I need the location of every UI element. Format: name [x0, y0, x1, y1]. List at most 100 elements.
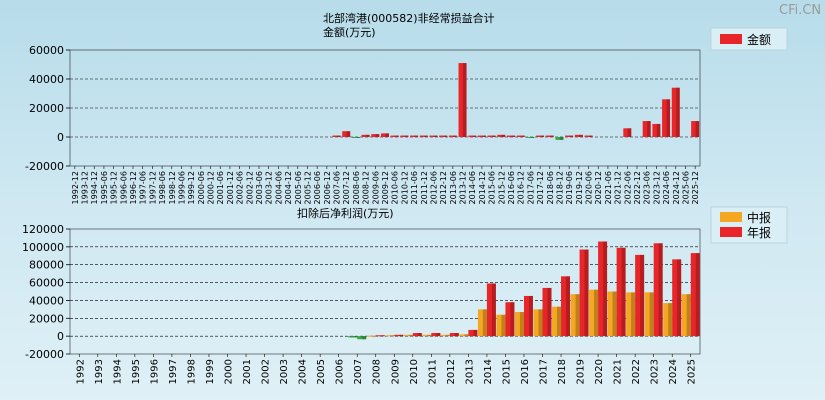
bar-金额-2017-06	[526, 137, 535, 138]
bar-中报-2018	[552, 306, 562, 337]
x-tick-label: 2001	[242, 359, 253, 384]
x-tick-label: 2023-12	[652, 171, 661, 204]
bar-shade	[443, 135, 448, 137]
bar-金额-2007-06	[332, 135, 341, 137]
bar-shade	[399, 334, 404, 337]
bar-年报-2018	[561, 276, 571, 337]
bar-中报-2016	[514, 312, 524, 337]
bar-金额-2015-12	[497, 134, 506, 137]
x-tick-label: 2002-06	[236, 171, 245, 204]
chart1-bars	[332, 63, 700, 140]
bar-金额-2016-06	[507, 135, 515, 137]
bar-金额-2018-06	[545, 135, 554, 137]
x-tick-label: 2000-12	[207, 171, 216, 204]
x-tick-label: 2019-12	[575, 171, 584, 204]
bar-金额-2022-06	[623, 128, 632, 137]
bar-shade	[658, 243, 663, 337]
bar-shade	[353, 336, 358, 338]
x-tick-label: 2003	[279, 359, 290, 384]
bar-金额-2010-12	[400, 135, 409, 137]
bar-shade	[538, 309, 543, 337]
x-tick-label: 2008-12	[362, 171, 371, 204]
y-tick-label: 20000	[29, 102, 64, 115]
x-tick-label: 2015	[501, 359, 512, 384]
bar-shade	[579, 134, 583, 137]
x-tick-label: 1998	[186, 359, 197, 384]
x-tick-label: 1992-12	[71, 171, 80, 204]
bar-shade	[603, 241, 608, 337]
bar-金额-2013-12	[458, 63, 467, 137]
bar-中报-2022	[626, 292, 636, 337]
x-tick-label: 2016-12	[517, 171, 526, 204]
x-tick-label: 2017-06	[526, 171, 535, 204]
bar-金额-2025-12	[691, 121, 700, 137]
x-tick-label: 2021-06	[604, 171, 613, 204]
bar-中报-2010	[403, 334, 413, 337]
x-tick-label: 2022-12	[633, 171, 642, 204]
bar-shade	[385, 133, 389, 137]
x-tick-label: 2018	[557, 359, 568, 384]
bar-年报-2021	[616, 247, 626, 337]
x-tick-label: 1996	[149, 359, 160, 384]
bar-shade	[482, 135, 486, 137]
bar-金额-2010-06	[390, 135, 399, 137]
bar-shade	[584, 249, 589, 337]
bar-shade	[559, 137, 564, 140]
x-tick-label: 1999	[205, 359, 216, 384]
chart1-legend-label: 金额	[747, 32, 771, 47]
bar-年报-2015	[505, 302, 515, 337]
x-tick-label: 1998-12	[168, 171, 177, 204]
x-tick-label: 2013-12	[459, 171, 468, 204]
x-tick-label: 2000-06	[197, 171, 206, 204]
x-tick-label: 1999-12	[187, 171, 196, 204]
bar-shade	[647, 121, 651, 137]
bar-年报-2010	[412, 333, 422, 337]
bar-中报-2011	[422, 334, 432, 337]
x-tick-label: 1995-12	[110, 171, 119, 204]
bar-金额-2019-12	[574, 134, 583, 137]
chart2-x-axis: 1992 1993 1994 1995 1996 1997 1998 1999 2000 2001…	[75, 354, 698, 384]
bar-中报-2019	[570, 294, 580, 337]
chart1-subtitle: 金额(万元)	[323, 25, 376, 39]
x-tick-label: 2017-12	[536, 171, 545, 204]
x-tick-label: 2010	[409, 359, 420, 384]
x-tick-label: 2021	[613, 359, 624, 384]
bar-shade	[362, 336, 367, 340]
bar-shade	[501, 314, 506, 337]
x-tick-label: 2017	[539, 359, 550, 384]
x-tick-label: 2023	[650, 359, 661, 384]
x-tick-label: 2015-12	[497, 171, 506, 204]
bar-shade	[621, 247, 626, 337]
x-tick-label: 1994-12	[90, 171, 99, 204]
bar-金额-2011-12	[419, 135, 428, 137]
x-tick-label: 2020-12	[594, 171, 603, 204]
x-tick-label: 2024-12	[672, 171, 681, 204]
y-tick-label: -20000	[25, 348, 64, 361]
bar-shade	[371, 335, 376, 337]
x-tick-label: 2011-12	[420, 171, 429, 204]
chart2-legend: 中报 年报	[710, 206, 788, 244]
bar-中报-2023	[644, 292, 654, 337]
x-tick-label: 2014-06	[468, 171, 477, 204]
y-tick-label: 60000	[29, 44, 64, 57]
chart1-y-axis: 60000 40000 20000 0 -20000	[25, 44, 70, 173]
y-tick-label: 40000	[29, 294, 64, 307]
bar-金额-2023-06	[642, 121, 651, 137]
x-tick-label: 1993-12	[81, 171, 90, 204]
bar-shade	[445, 334, 450, 337]
bar-金额-2020-06	[584, 135, 593, 137]
bar-shade	[569, 135, 574, 137]
chart1-legend-swatch	[720, 34, 742, 44]
bar-金额-2011-06	[410, 135, 419, 137]
x-tick-label: 1994	[112, 359, 123, 384]
bar-年报-2022	[635, 254, 645, 337]
x-tick-label: 2004-06	[274, 171, 283, 204]
bar-shade	[336, 135, 341, 137]
bar-金额-2012-12	[439, 135, 448, 137]
bar-shade	[519, 312, 524, 337]
x-tick-label: 2008-06	[352, 171, 361, 204]
y-tick-label: 40000	[29, 73, 64, 86]
x-tick-label: 2021-12	[614, 171, 623, 204]
x-tick-label: 2006	[335, 359, 346, 384]
x-tick-label: 1997-06	[139, 171, 148, 204]
